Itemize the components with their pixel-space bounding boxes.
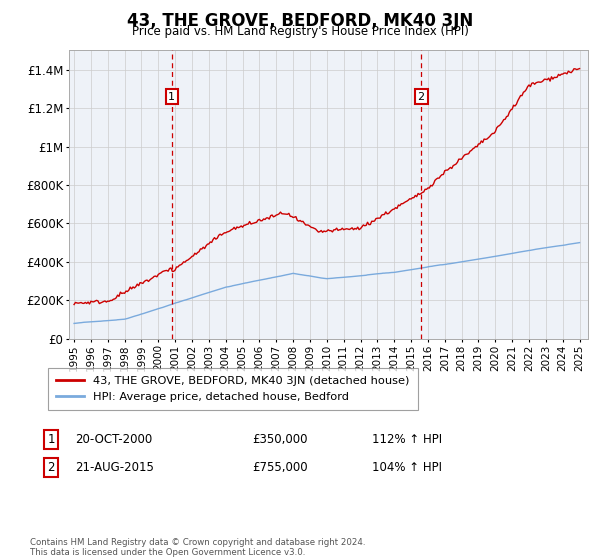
Text: Contains HM Land Registry data © Crown copyright and database right 2024.
This d: Contains HM Land Registry data © Crown c… bbox=[30, 538, 365, 557]
Text: 112% ↑ HPI: 112% ↑ HPI bbox=[372, 433, 442, 446]
Text: 20-OCT-2000: 20-OCT-2000 bbox=[75, 433, 152, 446]
Text: £350,000: £350,000 bbox=[252, 433, 308, 446]
Text: Price paid vs. HM Land Registry's House Price Index (HPI): Price paid vs. HM Land Registry's House … bbox=[131, 25, 469, 38]
Text: 2: 2 bbox=[47, 461, 55, 474]
Text: 1: 1 bbox=[168, 91, 175, 101]
Text: £755,000: £755,000 bbox=[252, 461, 308, 474]
Text: 2: 2 bbox=[418, 91, 425, 101]
Text: 104% ↑ HPI: 104% ↑ HPI bbox=[372, 461, 442, 474]
Text: 21-AUG-2015: 21-AUG-2015 bbox=[75, 461, 154, 474]
Text: 1: 1 bbox=[47, 433, 55, 446]
Legend: 43, THE GROVE, BEDFORD, MK40 3JN (detached house), HPI: Average price, detached : 43, THE GROVE, BEDFORD, MK40 3JN (detach… bbox=[47, 368, 418, 410]
Text: 43, THE GROVE, BEDFORD, MK40 3JN: 43, THE GROVE, BEDFORD, MK40 3JN bbox=[127, 12, 473, 30]
